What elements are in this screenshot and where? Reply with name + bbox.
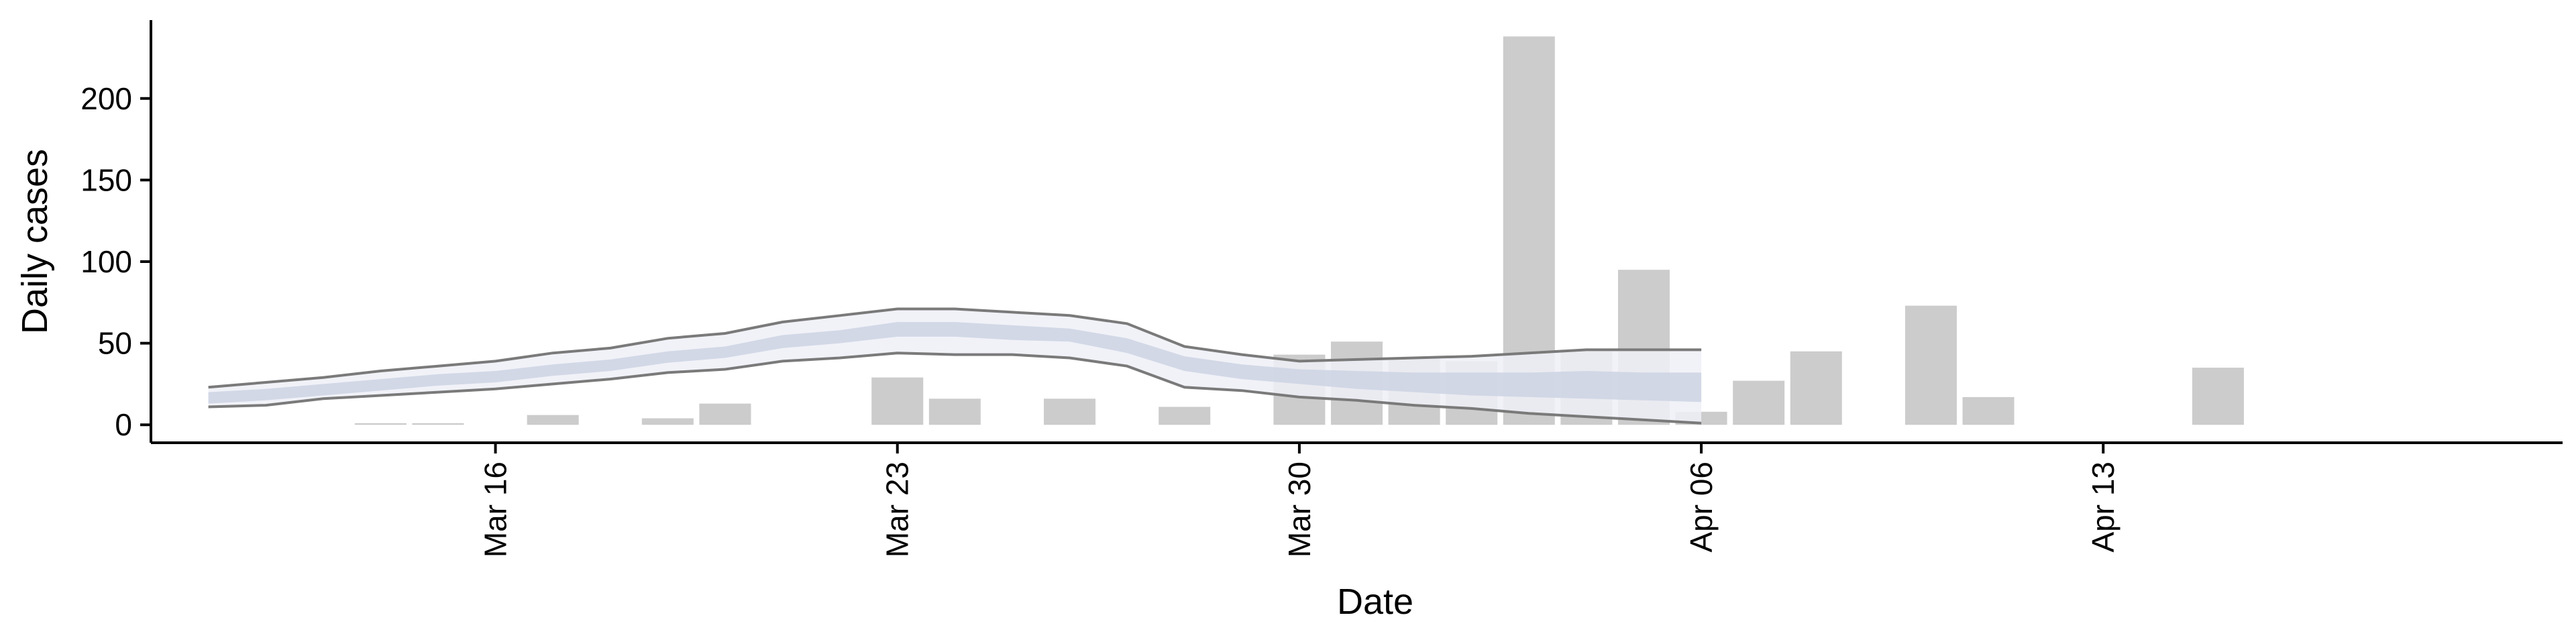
estimate-layer (208, 307, 1702, 425)
x-tick-label: Mar 30 (1282, 462, 1317, 557)
y-tick-label: 100 (80, 244, 132, 279)
y-tick-label: 50 (98, 326, 132, 361)
bar (412, 423, 464, 425)
x-tick-label: Apr 13 (2086, 462, 2121, 553)
bar (1159, 407, 1211, 425)
bar (699, 403, 751, 425)
y-tick-label: 150 (80, 162, 132, 197)
bar (928, 398, 981, 425)
y-axis-title: Daily cases (15, 149, 55, 334)
bar (354, 423, 407, 425)
x-tick-label: Apr 06 (1684, 462, 1719, 553)
bar (641, 418, 694, 425)
interval-band-50 (208, 322, 1702, 404)
y-tick-label: 200 (80, 81, 132, 116)
x-tick-label: Mar 16 (478, 462, 513, 557)
x-axis-title: Date (1337, 582, 1413, 622)
bar (1733, 380, 1785, 425)
y-tick-label: 0 (115, 407, 132, 442)
x-tick-label: Mar 23 (880, 462, 915, 557)
interval-band-90 (208, 309, 1702, 423)
axis-labels: 0 50 100 150 200 Mar 16 Mar 23 Mar 30 Apr 06 Apr … (80, 81, 2121, 557)
upper-bound-line (208, 307, 1702, 389)
lower-bound-line (208, 352, 1702, 425)
bar (1044, 398, 1096, 425)
bar (1962, 396, 2015, 425)
bar (1790, 351, 1842, 425)
axes (140, 20, 2563, 453)
bar (527, 415, 579, 425)
bar (2192, 368, 2244, 425)
bar (1904, 305, 1957, 425)
bar (871, 377, 924, 425)
